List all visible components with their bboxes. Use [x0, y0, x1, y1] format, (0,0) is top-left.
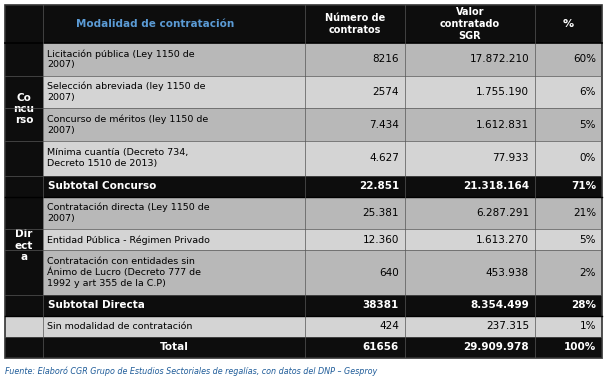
Bar — [5, 295, 602, 316]
Text: 1.755.190: 1.755.190 — [476, 87, 529, 97]
Text: 6%: 6% — [580, 87, 596, 97]
Text: Número de
contratos: Número de contratos — [325, 13, 385, 35]
Text: 0%: 0% — [580, 153, 596, 163]
Text: 71%: 71% — [571, 181, 596, 191]
Text: Total: Total — [160, 342, 188, 352]
Bar — [5, 5, 602, 43]
Text: 5%: 5% — [580, 120, 596, 130]
Bar — [5, 176, 602, 197]
Text: 25.381: 25.381 — [362, 208, 399, 218]
Text: Selección abreviada (ley 1150 de
2007): Selección abreviada (ley 1150 de 2007) — [47, 82, 206, 102]
Text: Subtotal Concurso: Subtotal Concurso — [48, 181, 157, 191]
Bar — [5, 250, 602, 295]
Text: 1%: 1% — [580, 321, 596, 331]
Text: 12.360: 12.360 — [362, 235, 399, 245]
Text: 8.354.499: 8.354.499 — [470, 300, 529, 310]
Bar — [5, 197, 602, 229]
Text: 29.909.978: 29.909.978 — [463, 342, 529, 352]
Bar — [5, 43, 43, 176]
Text: 100%: 100% — [564, 342, 596, 352]
Text: 237.315: 237.315 — [486, 321, 529, 331]
Text: Sin modalidad de contratación: Sin modalidad de contratación — [47, 322, 192, 331]
Text: Contratación directa (Ley 1150 de
2007): Contratación directa (Ley 1150 de 2007) — [47, 203, 209, 223]
Text: Entidad Pública - Régimen Privado: Entidad Pública - Régimen Privado — [47, 235, 210, 244]
Text: 21%: 21% — [573, 208, 596, 218]
Text: 22.851: 22.851 — [359, 181, 399, 191]
Text: 7.434: 7.434 — [369, 120, 399, 130]
Bar — [5, 229, 602, 250]
Text: Fuente: Elaboró CGR Grupo de Estudios Sectoriales de regalías, con datos del DNP: Fuente: Elaboró CGR Grupo de Estudios Se… — [5, 366, 377, 375]
Text: 640: 640 — [379, 268, 399, 278]
Text: 61656: 61656 — [363, 342, 399, 352]
Text: 453.938: 453.938 — [486, 268, 529, 278]
Bar — [5, 337, 602, 358]
Text: Dir
ect
a: Dir ect a — [15, 229, 33, 262]
Text: 4.627: 4.627 — [369, 153, 399, 163]
Text: 1.613.270: 1.613.270 — [476, 235, 529, 245]
Text: 2%: 2% — [580, 268, 596, 278]
Bar — [5, 75, 602, 108]
Text: Modalidad de contratación: Modalidad de contratación — [76, 19, 234, 29]
Text: 77.933: 77.933 — [492, 153, 529, 163]
Text: 1.612.831: 1.612.831 — [476, 120, 529, 130]
Text: 21.318.164: 21.318.164 — [463, 181, 529, 191]
Text: 60%: 60% — [573, 54, 596, 64]
Text: Co
ncu
rso: Co ncu rso — [13, 93, 35, 126]
Text: Subtotal Directa: Subtotal Directa — [48, 300, 145, 310]
Text: Valor
contratado
SGR: Valor contratado SGR — [440, 7, 500, 40]
Text: 8216: 8216 — [373, 54, 399, 64]
Text: 17.872.210: 17.872.210 — [469, 54, 529, 64]
Text: 5%: 5% — [580, 235, 596, 245]
Text: %: % — [563, 19, 574, 29]
Text: Concurso de méritos (ley 1150 de
2007): Concurso de méritos (ley 1150 de 2007) — [47, 114, 208, 135]
Bar — [5, 141, 602, 176]
Bar — [5, 43, 602, 75]
Text: Mínima cuantía (Decreto 734,
Decreto 1510 de 2013): Mínima cuantía (Decreto 734, Decreto 151… — [47, 148, 188, 168]
Text: 2574: 2574 — [373, 87, 399, 97]
Text: 424: 424 — [379, 321, 399, 331]
Text: Licitación pública (Ley 1150 de
2007): Licitación pública (Ley 1150 de 2007) — [47, 49, 195, 69]
Bar — [5, 316, 602, 337]
Text: 28%: 28% — [571, 300, 596, 310]
Text: 38381: 38381 — [363, 300, 399, 310]
Bar — [5, 197, 43, 295]
Bar — [5, 108, 602, 141]
Text: 6.287.291: 6.287.291 — [476, 208, 529, 218]
Text: Contratación con entidades sin
Ánimo de Lucro (Decreto 777 de
1992 y art 355 de : Contratación con entidades sin Ánimo de … — [47, 257, 201, 288]
